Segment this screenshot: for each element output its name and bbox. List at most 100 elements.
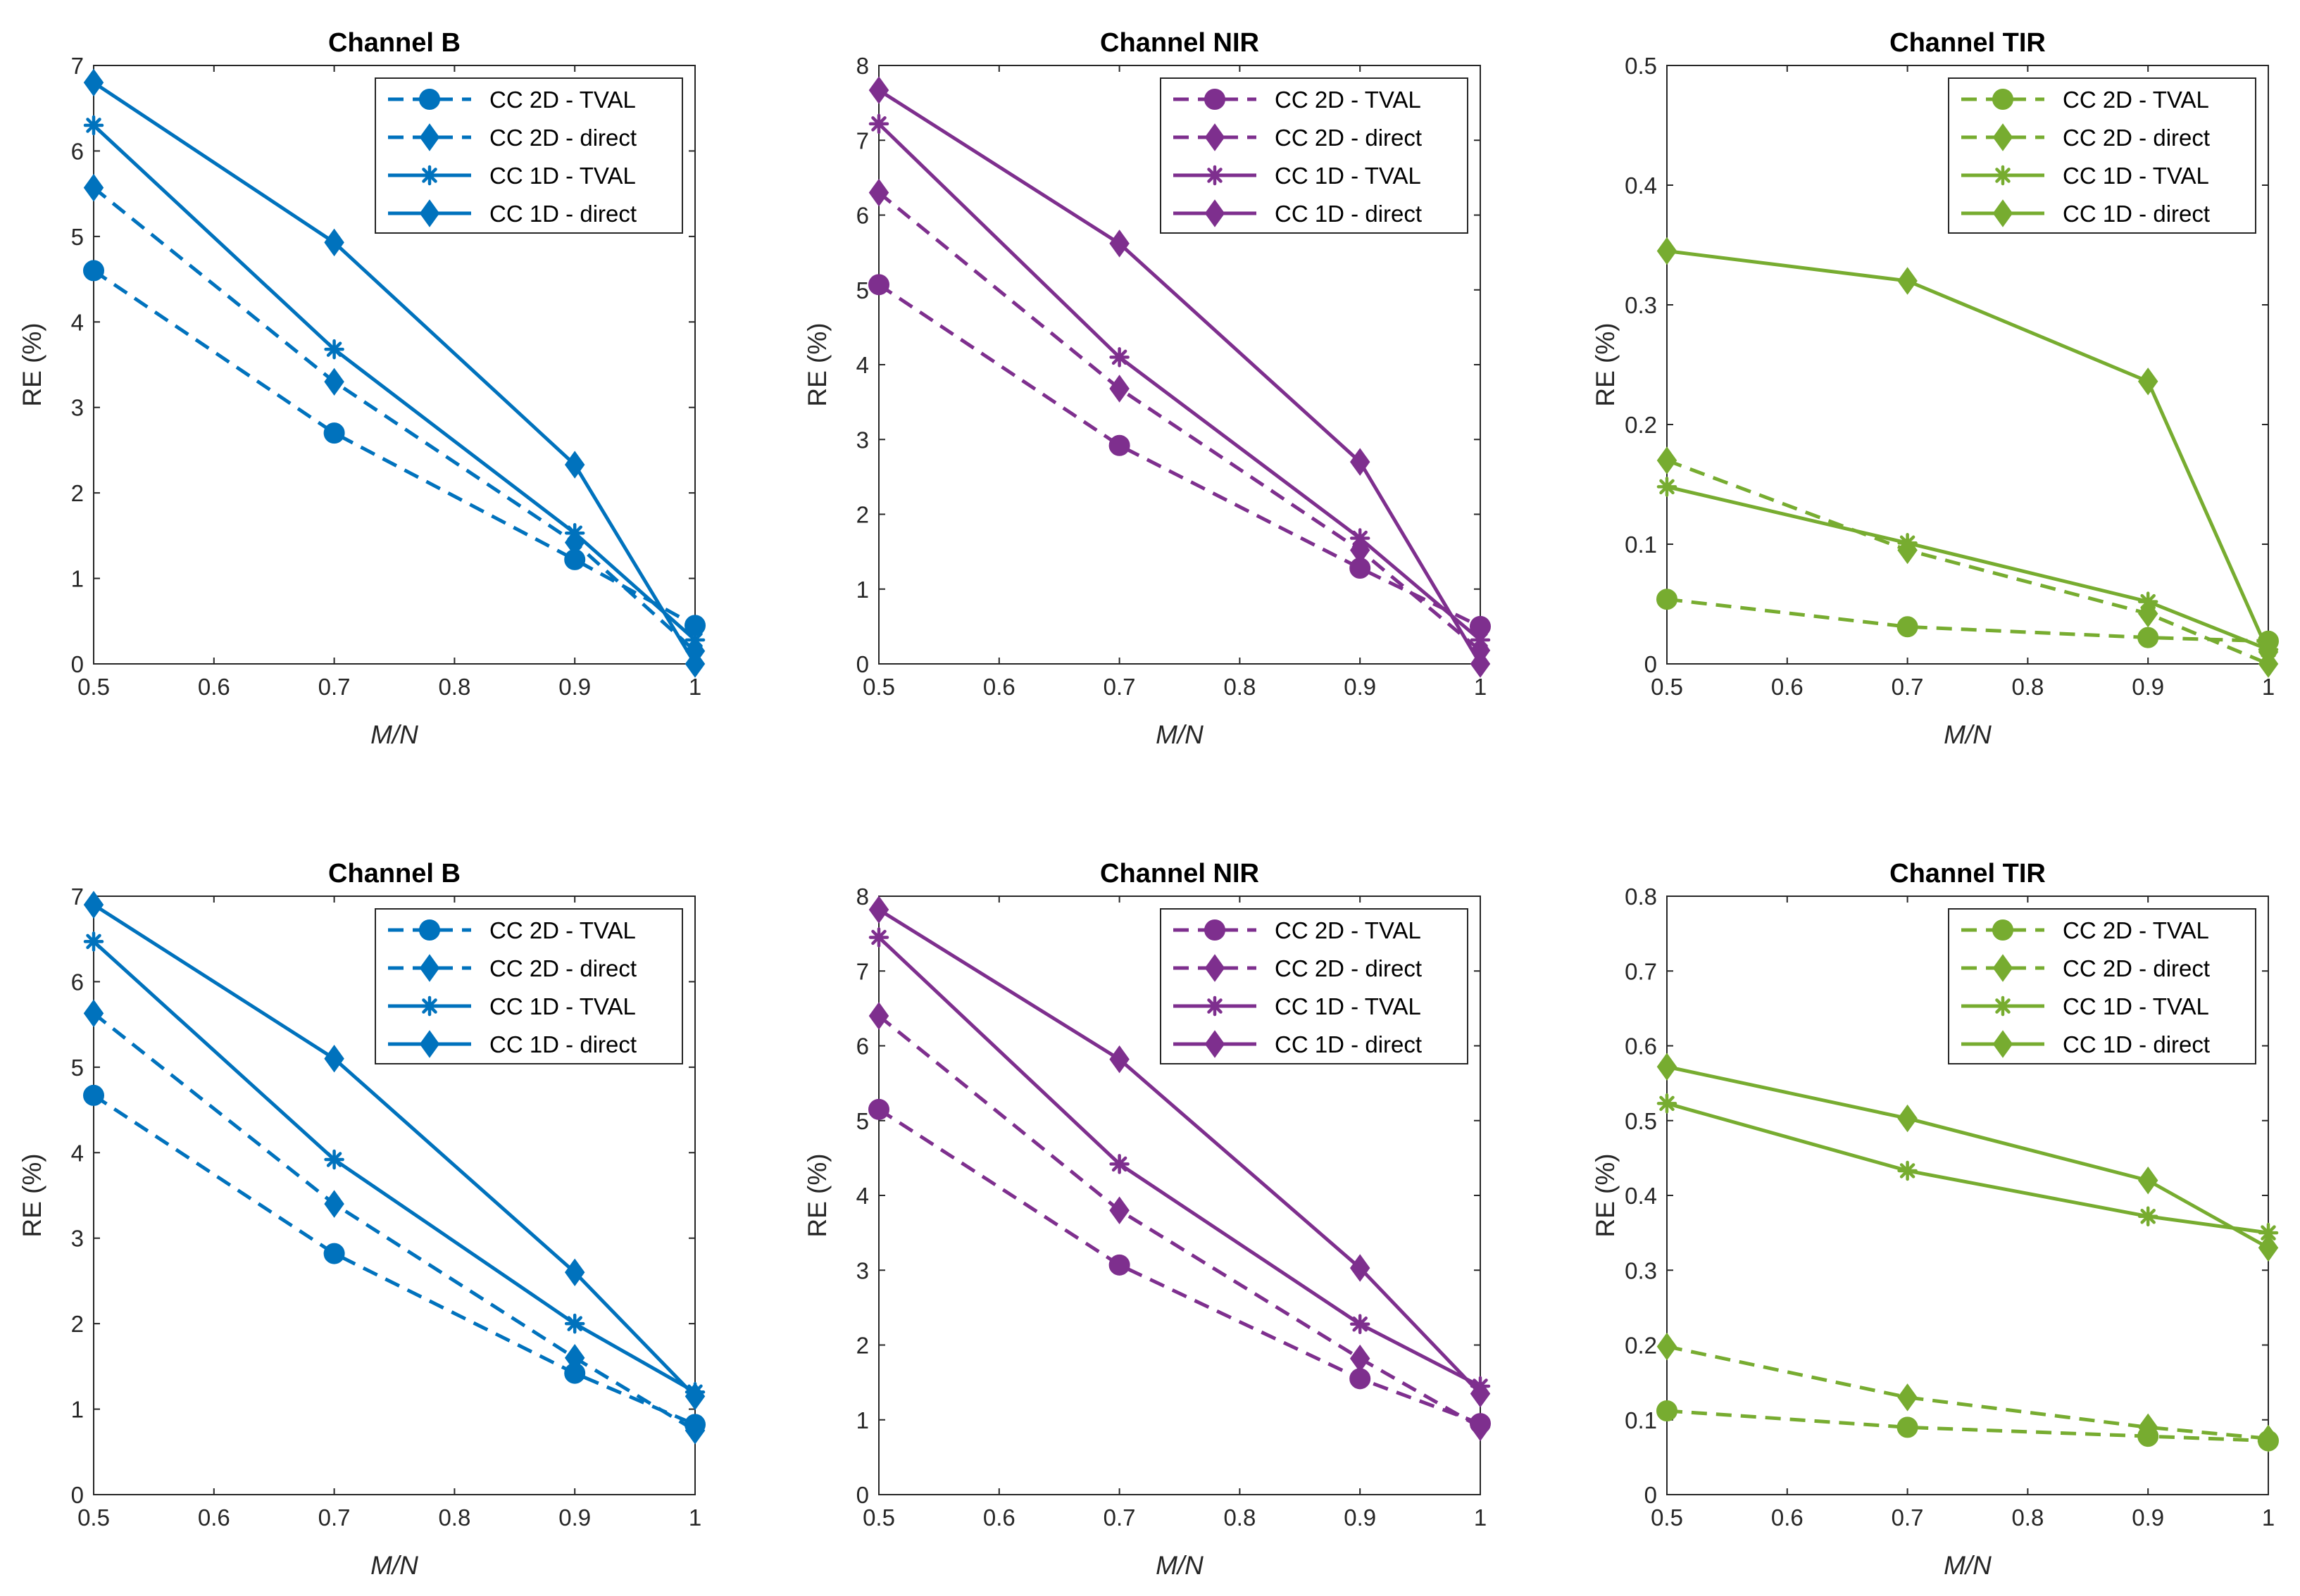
y-tick-label: 3 [71,1226,84,1252]
data-point [2258,1424,2279,1453]
series-line [877,908,1482,1395]
legend-label: CC 1D - TVAL [2063,993,2209,1019]
y-tick-label: 4 [856,352,869,378]
data-point [1656,1400,1677,1421]
data-point [868,927,889,948]
y-tick-label: 7 [71,884,84,910]
legend-label: CC 1D - direct [2063,201,2210,227]
x-tick-label: 1 [689,1504,701,1531]
legend-marker [1204,123,1225,151]
data-point [685,650,706,678]
data-point [564,522,585,543]
subplot-6: 0.5 0.6 0.7 0.8 0.9 1 0 0.1 0.2 0.3 0.4 0.5 0.6 0.7 0.… [1591,859,2279,1580]
y-tick-label: 0.3 [1625,292,1657,318]
y-tick-label: 5 [856,277,869,303]
data-point [1656,1093,1677,1114]
y-tick-label: 0.4 [1625,1183,1657,1209]
data-point [83,173,104,202]
data-point [1349,528,1370,548]
data-point [1109,347,1130,367]
y-tick-label: 2 [71,480,84,506]
series-line [877,936,1482,1388]
legend: CC 2D - TVAL CC 2D - direct CC 1D - TVAL CC… [1948,908,2256,1064]
x-tick-label: 1 [2262,1504,2275,1531]
legend: CC 2D - TVAL CC 2D - direct CC 1D - TVAL CC… [1160,908,1468,1064]
data-point [1109,1045,1130,1074]
y-axis-label: RE (%) [803,322,832,406]
data-point [1109,375,1130,403]
y-tick-label: 5 [856,1108,869,1134]
x-tick-label: 0.5 [77,1504,110,1531]
y-tick-label: 5 [71,1055,84,1081]
y-tick-label: 0.8 [1625,884,1657,910]
series-line [877,88,1482,665]
data-point [868,274,889,296]
legend-marker [1992,919,2013,941]
x-tick-label: 0.5 [1651,1504,1683,1531]
y-tick-label: 2 [856,502,869,528]
legend-marker [419,1030,440,1058]
y-tick-label: 6 [856,1033,869,1060]
y-tick-label: 4 [71,309,84,335]
legend-marker [419,199,440,227]
data-point [324,1045,344,1073]
x-tick-label: 0.6 [983,1504,1015,1531]
data-point [868,1002,889,1030]
data-point [564,1313,585,1334]
y-tick-label: 3 [71,395,84,421]
legend-label: CC 1D - TVAL [1275,993,1421,1019]
chart-title: Channel NIR [1100,28,1259,58]
data-point [1109,1154,1130,1174]
series-2 [83,999,706,1445]
legend-label: CC 1D - TVAL [489,993,636,1019]
y-axis-label: RE (%) [803,1153,832,1237]
series-4 [83,68,706,678]
series-3 [868,113,1491,651]
legend-label: CC 2D - TVAL [1275,917,1421,943]
series-line [1666,484,2269,651]
series-2 [1656,1332,2279,1453]
y-tick-label: 1 [71,1397,84,1423]
series-4 [1656,1053,2279,1262]
data-point [324,228,344,257]
x-tick-label: 1 [1474,674,1487,700]
data-point [1470,629,1491,651]
data-point [324,1149,344,1170]
y-tick-label: 6 [856,203,869,229]
series-line [92,81,697,665]
data-point [83,931,104,952]
legend-marker [1992,954,2013,982]
y-tick-label: 0.2 [1625,412,1657,438]
y-tick-label: 0 [1644,651,1657,677]
legend-marker [1992,1030,2013,1058]
series-line [92,269,696,627]
y-tick-label: 0.2 [1625,1333,1657,1359]
data-point [1349,1314,1370,1334]
series-line [1666,249,2270,653]
x-tick-label: 1 [1474,1504,1487,1531]
legend-label: CC 2D - TVAL [2063,917,2209,943]
x-tick-label: 0.8 [1223,1504,1256,1531]
data-point [1109,1196,1130,1224]
y-tick-label: 7 [71,53,84,79]
y-tick-label: 0 [71,651,84,677]
x-tick-label: 0.9 [1344,1504,1376,1531]
y-tick-label: 8 [856,884,869,910]
series-line [1666,1064,2270,1250]
data-point [1656,477,1677,497]
y-tick-label: 0 [856,651,869,677]
legend-marker [1992,165,2013,186]
data-point [324,367,344,396]
y-tick-label: 1 [856,1407,869,1433]
legend-label: CC 1D - direct [489,201,637,227]
series-4 [868,896,1491,1408]
x-tick-label: 0.6 [198,1504,230,1531]
subplot-5: 0.5 0.6 0.7 0.8 0.9 1 0 1 2 3 4 5 6 7 8 Channel NIR M/N R… [803,859,1491,1580]
legend-label: CC 2D - TVAL [489,917,636,943]
y-tick-label: 0.4 [1625,172,1657,199]
y-axis-label: RE (%) [1591,322,1620,406]
x-tick-label: 0.7 [318,1504,351,1531]
data-point [2258,1233,2279,1262]
x-tick-label: 0.8 [438,1504,470,1531]
x-axis-label: M/N [370,720,418,749]
